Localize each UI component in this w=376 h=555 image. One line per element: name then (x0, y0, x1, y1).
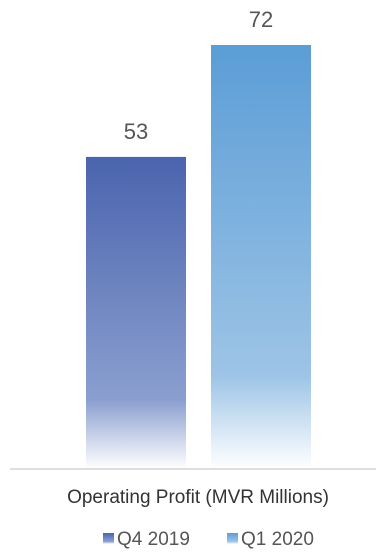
legend-label-q1-2020: Q1 2020 (241, 529, 314, 550)
data-label-q1-2020: 72 (249, 7, 273, 32)
bars (86, 45, 311, 469)
bar-q4-2019 (86, 156, 186, 469)
legend-swatch-q4-2019 (103, 533, 114, 544)
bar-q1-2020 (211, 45, 311, 469)
legend-label-q4-2019: Q4 2019 (117, 529, 190, 550)
data-labels: 53 72 (124, 7, 273, 144)
category-label: Operating Profit (MVR Millions) (67, 487, 329, 508)
legend: Q4 2019 Q1 2020 (103, 529, 314, 550)
legend-swatch-q1-2020 (227, 533, 238, 544)
data-label-q4-2019: 53 (124, 119, 148, 144)
